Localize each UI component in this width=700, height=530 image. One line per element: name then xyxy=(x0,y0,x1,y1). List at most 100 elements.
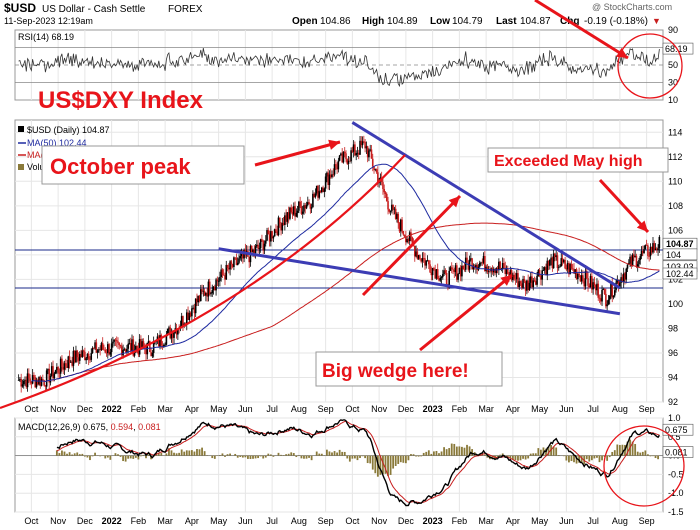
candle-body xyxy=(94,342,96,349)
x-tick-label: 2022 xyxy=(102,404,122,414)
macd-tag-box xyxy=(662,446,694,458)
candle-body xyxy=(557,267,560,269)
candle-body xyxy=(228,267,230,270)
candle-body xyxy=(310,207,313,209)
candle-body xyxy=(422,257,425,259)
macd-histogram-bar xyxy=(644,450,647,456)
candle-body xyxy=(98,349,100,351)
candle-body xyxy=(489,270,491,272)
x-tick-label: Jul xyxy=(587,404,599,414)
candle-body xyxy=(459,267,462,277)
candle-body xyxy=(629,256,631,263)
candle-body xyxy=(150,352,152,357)
candle-body xyxy=(461,265,463,277)
candle-body xyxy=(635,255,638,267)
candle-body xyxy=(129,342,132,352)
candle-body xyxy=(264,240,267,244)
candle-body xyxy=(589,276,592,288)
candle-body xyxy=(610,282,612,297)
macd-histogram-bar xyxy=(213,455,216,459)
macd-histogram-bar xyxy=(354,455,356,459)
candle-body xyxy=(238,258,240,263)
candle-body xyxy=(377,172,379,184)
macd-histogram-bar xyxy=(331,452,333,456)
candle-body xyxy=(157,336,160,347)
candle-body xyxy=(290,207,293,213)
macd-histogram-bar xyxy=(145,455,147,459)
candle-body xyxy=(175,328,178,335)
candle-body xyxy=(234,257,236,259)
macd-histogram-bar xyxy=(142,454,145,456)
x-tick-label: Oct xyxy=(24,404,39,414)
candle-body xyxy=(22,380,25,385)
candle-body xyxy=(48,368,51,383)
macd-tag-text: 0.081 xyxy=(665,448,688,458)
macd-histogram-bar xyxy=(608,455,611,458)
macd-histogram-bar xyxy=(76,452,79,456)
candle-body xyxy=(588,285,591,288)
candle-body xyxy=(187,312,189,321)
candle-body xyxy=(112,341,114,344)
candle-body xyxy=(208,281,211,295)
macd-histogram-bar xyxy=(415,455,417,457)
macd-line xyxy=(56,419,660,507)
candle-body xyxy=(118,343,121,345)
macd-histogram-bar xyxy=(229,453,231,456)
candle-body xyxy=(540,275,542,280)
candle-body xyxy=(321,187,323,193)
macd-histogram-bar xyxy=(109,455,112,460)
candle-body xyxy=(428,260,430,265)
exceeded-may-high-label: Exceeded May high xyxy=(494,153,643,170)
macd-histogram-bar xyxy=(598,455,601,463)
candle-body xyxy=(315,185,318,194)
candle-body xyxy=(555,255,557,258)
macd-histogram-bar xyxy=(369,455,372,464)
candle-body xyxy=(517,273,519,288)
candle-body xyxy=(351,150,354,152)
macd-histogram-bar xyxy=(264,455,267,458)
candle-body xyxy=(506,268,509,274)
candle-body xyxy=(563,259,565,263)
macd-x-tick-label: 2023 xyxy=(423,516,443,526)
macd-histogram-bar xyxy=(427,450,430,456)
x-tick-label: Nov xyxy=(371,404,388,414)
candle-body xyxy=(215,279,217,291)
candle-body xyxy=(436,269,439,280)
candle-body xyxy=(359,140,361,155)
candle-body xyxy=(159,335,161,347)
macd-histogram-bar xyxy=(448,448,451,456)
x-tick-label: Aug xyxy=(291,404,307,414)
macd-histogram-bar xyxy=(445,449,448,456)
candle-body xyxy=(295,212,298,217)
candle-body xyxy=(598,297,601,299)
candle-body xyxy=(518,281,521,288)
x-tick-label: Apr xyxy=(185,404,199,414)
macd-histogram-bar xyxy=(374,455,377,474)
rsi-y-tick: 10 xyxy=(668,95,678,105)
candle-body xyxy=(434,269,436,279)
candle-body xyxy=(317,185,319,198)
candle-body xyxy=(369,149,372,151)
candle-body xyxy=(349,160,351,162)
candle-body xyxy=(559,266,561,268)
candle-body xyxy=(261,239,263,241)
arrow-to-upper-wedge-head xyxy=(448,196,460,208)
macd-histogram-bar xyxy=(412,454,415,456)
macd-histogram-bar xyxy=(463,447,466,456)
macd-histogram-bar xyxy=(178,452,181,456)
macd-x-tick-label: Aug xyxy=(612,516,628,526)
candle-body xyxy=(43,380,45,386)
candle-body xyxy=(233,257,235,267)
candle-body xyxy=(585,270,588,279)
candle-body xyxy=(173,332,175,338)
candle-body xyxy=(119,344,122,347)
arrow-to-rsi xyxy=(534,0,629,60)
candle-body xyxy=(95,342,98,353)
candle-body xyxy=(365,146,368,149)
candle-body xyxy=(180,316,183,327)
price-tag-text: 102.44 xyxy=(666,269,694,279)
candle-body xyxy=(226,264,229,268)
rising-trend-curve xyxy=(0,154,406,410)
candle-body xyxy=(545,267,547,276)
candle-body xyxy=(384,192,387,195)
